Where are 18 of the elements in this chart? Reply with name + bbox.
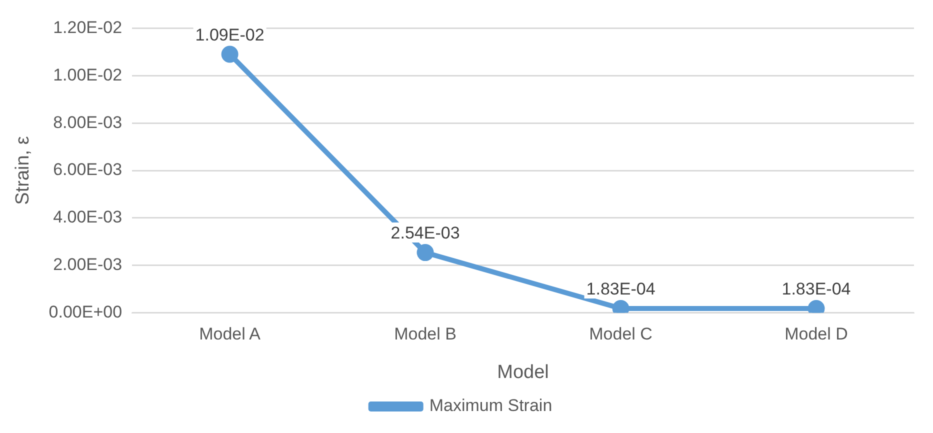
y-tick-label: 0.00E+00	[48, 302, 122, 322]
y-tick-label: 1.20E-02	[53, 18, 122, 37]
y-tick-label: 6.00E-03	[53, 160, 122, 180]
x-tick-label: Model D	[784, 324, 848, 344]
x-axis-title: Model	[497, 362, 549, 383]
y-tick-label: 2.00E-03	[53, 255, 122, 274]
legend-label: Maximum Strain	[429, 396, 552, 416]
data-label: 1.83E-04	[586, 280, 656, 299]
data-label: 1.83E-04	[782, 280, 851, 299]
x-tick-label: Model A	[199, 324, 262, 344]
x-tick-label: Model C	[589, 324, 652, 344]
y-tick-label: 8.00E-03	[53, 112, 122, 132]
x-tick-label: Model B	[394, 324, 456, 344]
data-label: 2.54E-03	[390, 224, 460, 243]
data-label: 1.09E-02	[195, 25, 264, 44]
y-tick-label: 1.00E-02	[53, 65, 122, 84]
y-tick-label: 4.00E-03	[53, 208, 122, 227]
y-axis-title: Strain, ε	[12, 136, 34, 205]
